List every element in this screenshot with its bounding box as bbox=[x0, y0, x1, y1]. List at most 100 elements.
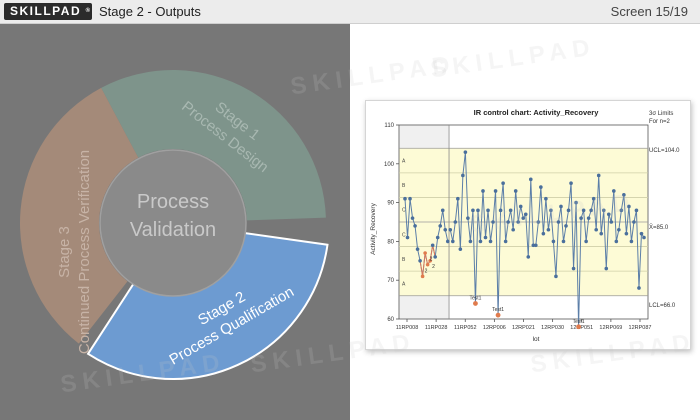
data-point bbox=[642, 235, 646, 240]
ucl-label: UCL=104.0 bbox=[649, 148, 680, 154]
data-point bbox=[481, 189, 485, 193]
data-point bbox=[584, 239, 588, 244]
data-point bbox=[571, 266, 576, 271]
data-point bbox=[461, 173, 465, 178]
validation-diagram-panel: Process Validation Stage 1 Process Desig… bbox=[0, 24, 350, 420]
stage1-segment[interactable] bbox=[101, 70, 326, 221]
data-point bbox=[521, 216, 526, 220]
data-point bbox=[501, 181, 505, 185]
data-point bbox=[589, 208, 593, 213]
data-point bbox=[622, 193, 626, 197]
data-point bbox=[483, 235, 488, 240]
data-point bbox=[438, 224, 443, 228]
title-bar: SKILLPAD ® Stage 2 - Outputs Screen 15/1… bbox=[0, 0, 700, 24]
data-point bbox=[586, 216, 591, 220]
logo-registered-mark: ® bbox=[85, 8, 90, 14]
data-point bbox=[559, 204, 563, 209]
data-point bbox=[619, 208, 624, 213]
data-point bbox=[632, 220, 636, 224]
limits-header-line2: For n=2 bbox=[649, 119, 671, 125]
data-point bbox=[604, 266, 609, 271]
data-point bbox=[539, 185, 543, 189]
stage3-label-line2: Continued Process Verification bbox=[76, 150, 93, 354]
data-point bbox=[591, 196, 596, 201]
data-point bbox=[637, 286, 641, 290]
data-point bbox=[624, 231, 629, 236]
screen-counter: Screen 15/19 bbox=[610, 4, 688, 19]
data-point bbox=[596, 173, 601, 178]
data-point bbox=[468, 239, 473, 244]
zone-label: B bbox=[402, 257, 406, 263]
point-flag-label: 2 bbox=[432, 264, 435, 270]
data-point bbox=[534, 243, 538, 248]
data-point bbox=[566, 208, 571, 213]
data-point bbox=[516, 220, 521, 224]
data-point bbox=[425, 262, 430, 267]
data-point bbox=[420, 274, 425, 279]
data-point bbox=[579, 216, 583, 220]
data-point bbox=[526, 255, 531, 259]
data-point bbox=[564, 224, 568, 228]
center-label-line1: Process bbox=[137, 191, 209, 213]
zone-label: A bbox=[402, 159, 406, 165]
data-point bbox=[463, 150, 468, 154]
outputs-panel: IR control chart: Activity_Recovery lot … bbox=[350, 24, 700, 420]
x-tick-label: 12RP087 bbox=[629, 325, 652, 331]
center-label-line2: Validation bbox=[130, 219, 216, 241]
data-point bbox=[443, 227, 448, 232]
data-point bbox=[453, 220, 458, 224]
data-point bbox=[488, 239, 493, 244]
data-point bbox=[456, 196, 460, 201]
data-point bbox=[544, 196, 548, 201]
data-point bbox=[627, 204, 631, 209]
point-flag-label: 2 bbox=[430, 257, 433, 263]
data-point bbox=[491, 220, 495, 224]
data-point bbox=[498, 208, 503, 213]
y-tick-label: 70 bbox=[387, 278, 394, 284]
data-point bbox=[541, 231, 546, 236]
data-point bbox=[609, 220, 614, 224]
data-point bbox=[428, 259, 432, 263]
data-point bbox=[503, 239, 508, 244]
center-line-label: X̄=85.0 bbox=[649, 224, 669, 231]
y-tick-label: 100 bbox=[384, 162, 395, 168]
data-point bbox=[448, 227, 453, 232]
logo-text: SKILLPAD bbox=[10, 4, 82, 18]
x-tick-label: 12RP021 bbox=[512, 325, 535, 331]
x-tick-label: 12RP006 bbox=[483, 325, 506, 331]
zone-label: C bbox=[402, 232, 406, 238]
data-point bbox=[528, 177, 533, 182]
data-point bbox=[574, 200, 578, 205]
x-tick-label: 11RP028 bbox=[425, 325, 448, 331]
data-point bbox=[403, 196, 407, 201]
point-flag-label: 2 bbox=[425, 268, 428, 274]
data-point bbox=[549, 208, 553, 213]
data-point bbox=[451, 239, 455, 244]
chart-title: IR control chart: Activity_Recovery bbox=[474, 108, 600, 117]
data-point bbox=[471, 208, 475, 213]
data-point bbox=[408, 196, 412, 201]
data-point bbox=[554, 274, 558, 279]
y-tick-label: 90 bbox=[387, 201, 394, 207]
x-tick-label: 12RP051 bbox=[570, 325, 593, 331]
data-point bbox=[476, 208, 480, 213]
data-point bbox=[493, 189, 498, 193]
data-point bbox=[612, 189, 616, 193]
data-point bbox=[569, 181, 573, 185]
zone-label: A bbox=[402, 281, 406, 287]
data-point bbox=[523, 212, 528, 217]
data-point bbox=[413, 224, 417, 228]
test-flag-label: Test1 bbox=[492, 307, 504, 313]
skillpad-logo: SKILLPAD ® bbox=[4, 3, 92, 20]
y-tick-label: 110 bbox=[384, 123, 394, 129]
data-point bbox=[601, 208, 606, 213]
data-point bbox=[433, 255, 437, 259]
test-flag-label: Test1 bbox=[469, 295, 481, 301]
data-point bbox=[561, 239, 566, 244]
y-tick-label: 60 bbox=[387, 317, 394, 323]
lcl-label: LCL=66.0 bbox=[649, 303, 676, 309]
x-tick-label: 12RP069 bbox=[599, 325, 622, 331]
stage3-segment[interactable] bbox=[19, 87, 139, 344]
data-point bbox=[415, 247, 420, 251]
